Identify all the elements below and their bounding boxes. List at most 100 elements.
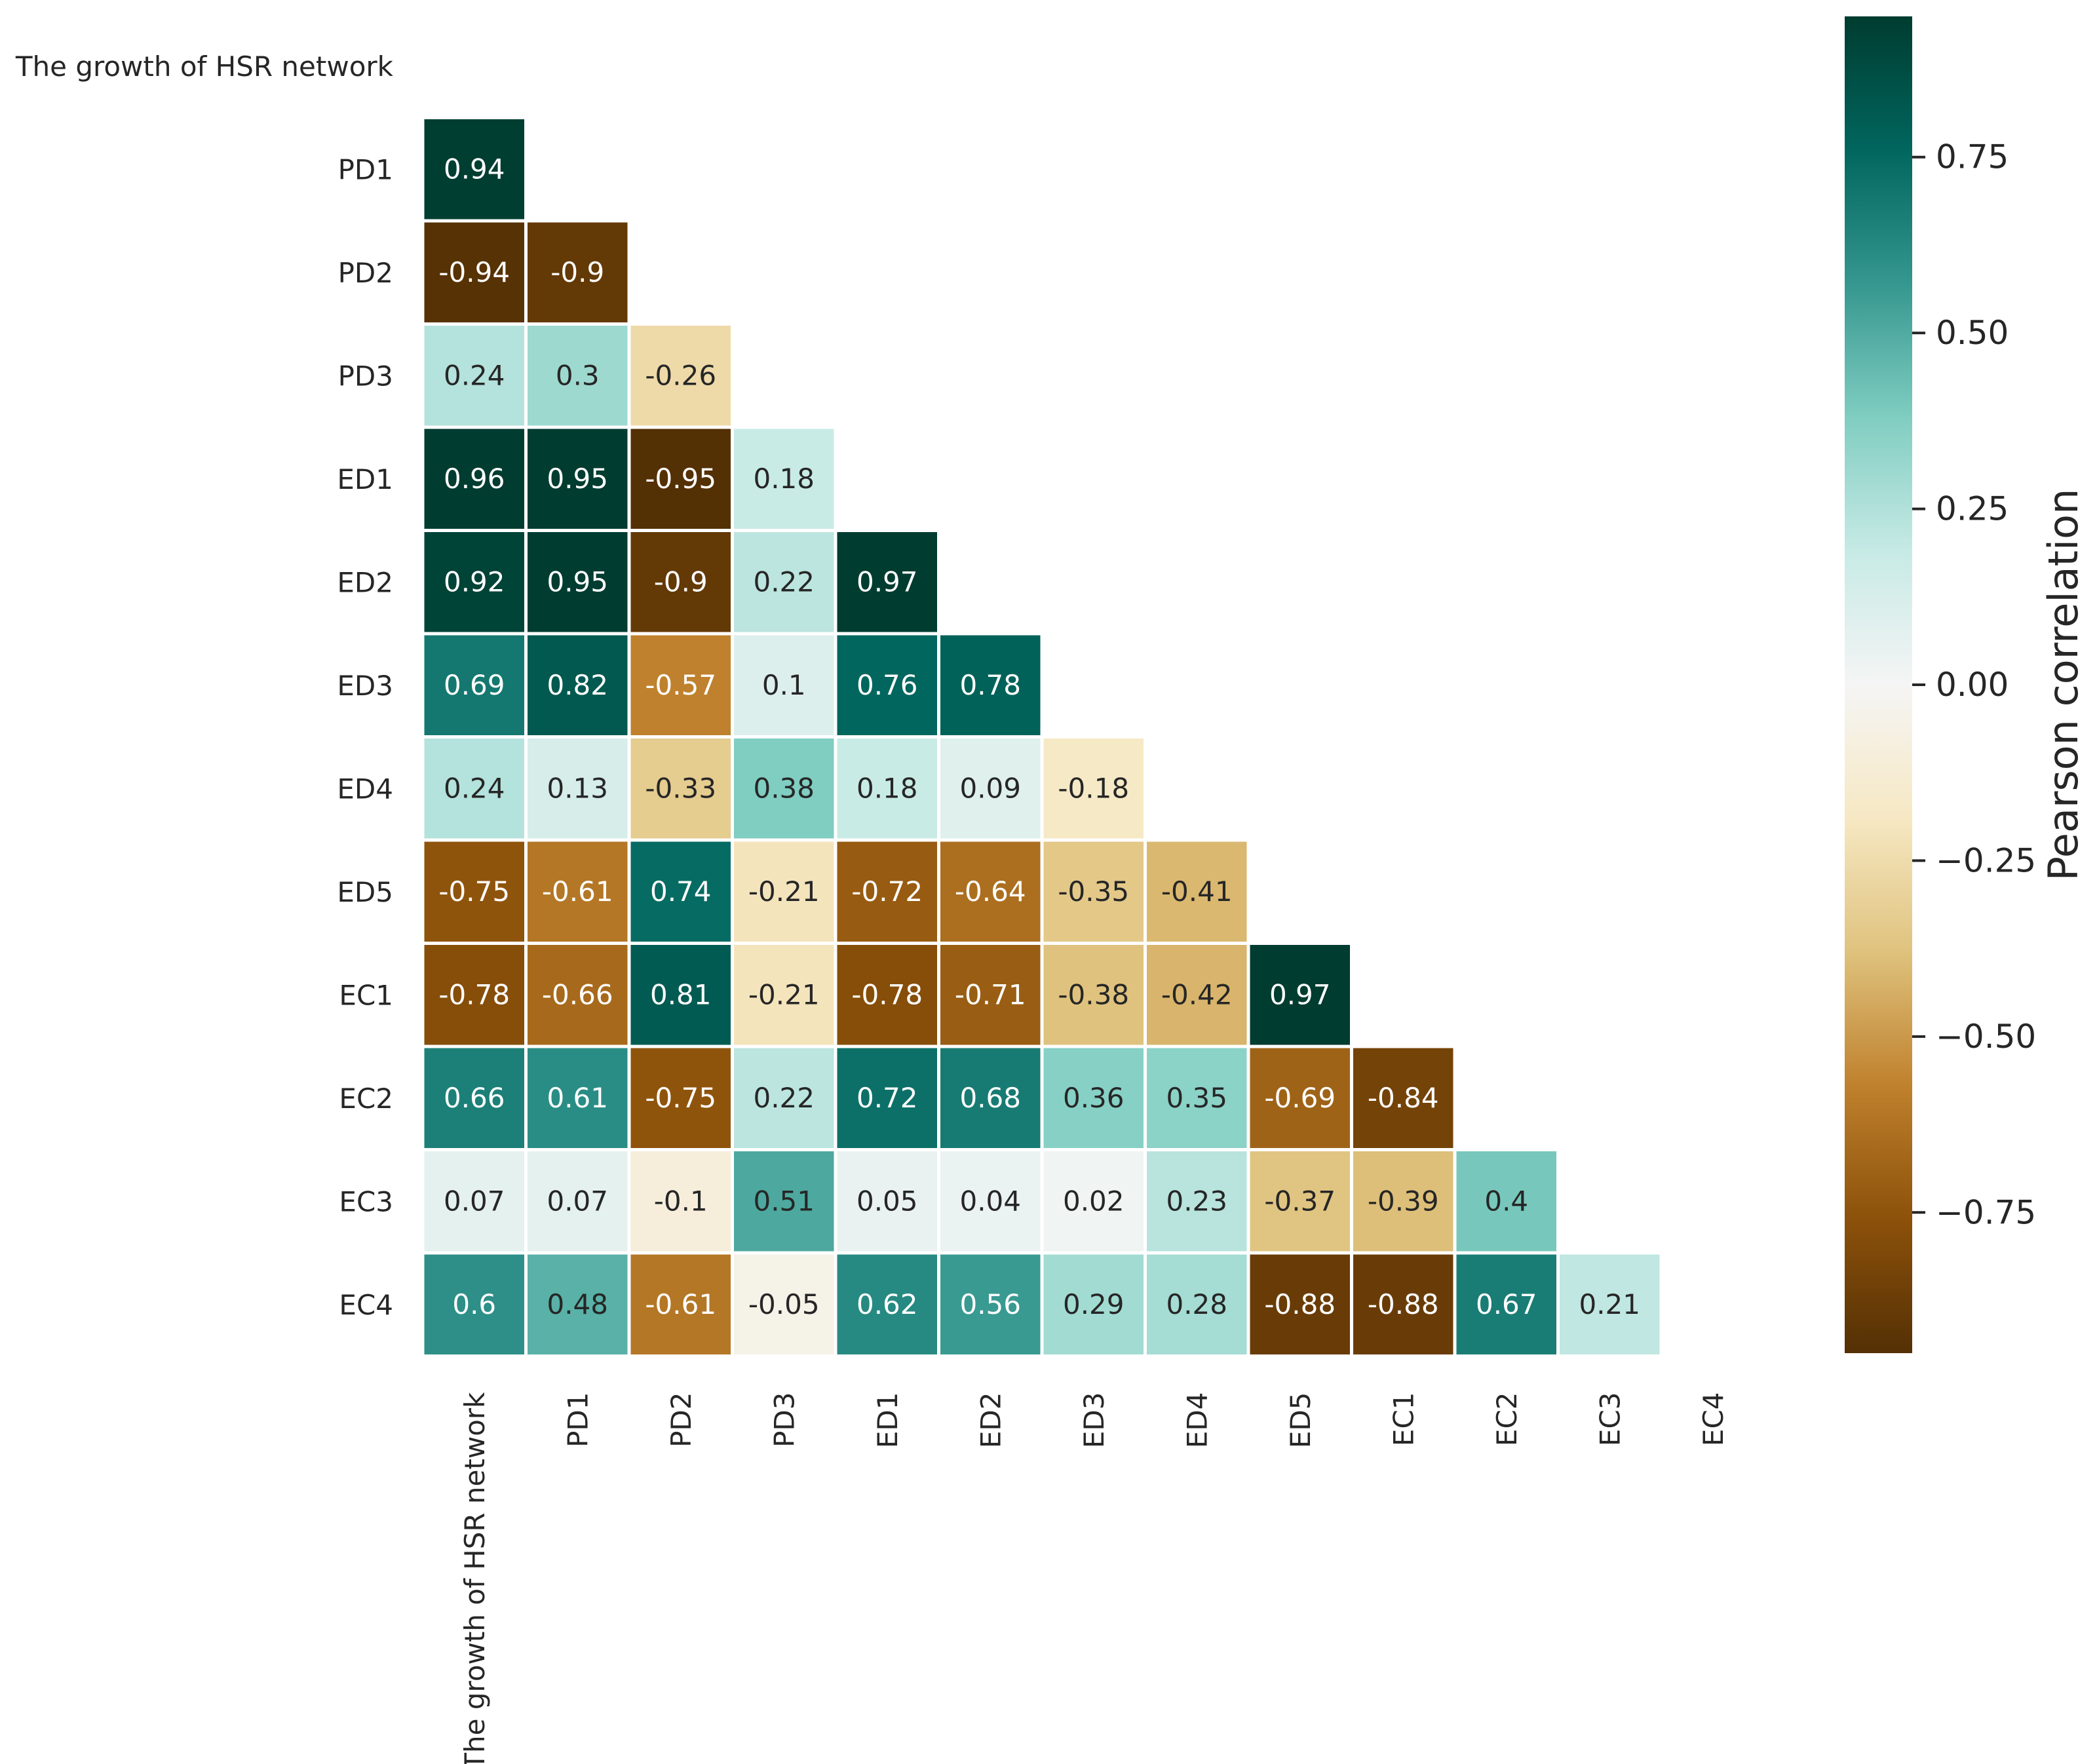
cell-value-label: 0.18 [753, 463, 815, 495]
heatmap-cell [630, 841, 731, 942]
cell-value-label: -0.38 [1058, 978, 1129, 1010]
heatmap-cell [940, 945, 1041, 1045]
heatmap-cell [528, 429, 628, 529]
heatmap-cell [940, 635, 1041, 735]
heatmap-cell [837, 1254, 937, 1354]
colorbar-tick-label: −0.25 [1936, 841, 2036, 879]
cell-value-label: 0.76 [856, 669, 918, 701]
cell-value-label: 0.6 [452, 1288, 496, 1320]
heatmap-cell [1147, 1048, 1247, 1148]
cell-value-label: -0.9 [550, 256, 604, 288]
cell-value-label: -0.21 [748, 978, 820, 1010]
cell-value-label: -0.88 [1368, 1288, 1439, 1320]
cell-value-label: 0.94 [444, 153, 505, 185]
heatmap-cell [1456, 1151, 1556, 1252]
heatmap-cell [734, 1151, 834, 1252]
cell-value-label: 0.56 [959, 1288, 1021, 1320]
heatmap-cell [1043, 738, 1144, 839]
heatmap-cell [734, 532, 834, 632]
cell-value-label: 0.18 [856, 772, 918, 804]
heatmap-cell [837, 635, 937, 735]
cell-value-label: -0.39 [1368, 1185, 1439, 1217]
cell-value-label: 0.35 [1166, 1082, 1227, 1114]
cell-value-label: -0.18 [1058, 772, 1129, 804]
cell-value-label: 0.29 [1063, 1288, 1125, 1320]
x-tick-label: ED3 [1078, 1392, 1110, 1449]
heatmap-cell [1043, 945, 1144, 1045]
colorbar: 0.75 0.50 0.25 0.00 −0.25 −0.50 −0.75 [1845, 16, 2036, 1353]
cell-value-label: 0.82 [547, 669, 608, 701]
heatmap-cell [424, 1254, 524, 1354]
cell-value-label: -0.94 [438, 256, 510, 288]
colorbar-label: Pearson correlation [2039, 489, 2087, 881]
cell-value-label: -0.78 [851, 978, 923, 1010]
cell-value-label: -0.61 [645, 1288, 716, 1320]
cell-value-label: 0.22 [753, 566, 815, 598]
cell-value-label: 0.1 [762, 669, 806, 701]
cell-value-label: -0.42 [1161, 978, 1233, 1010]
heatmap-cell [1043, 1151, 1144, 1252]
y-tick-label: EC1 [339, 979, 393, 1011]
cell-value-label: -0.78 [438, 978, 510, 1010]
cell-value-label: 0.36 [1063, 1082, 1125, 1114]
cell-value-label: 0.66 [444, 1082, 505, 1114]
cell-value-label: 0.09 [959, 772, 1021, 804]
cell-value-label: -0.84 [1368, 1082, 1439, 1114]
cell-value-label: 0.05 [856, 1185, 918, 1217]
colorbar-tick-label: −0.50 [1936, 1018, 2036, 1056]
heatmap-cell [1147, 1254, 1247, 1354]
heatmap-cell [1456, 1254, 1556, 1354]
cell-value-label: -0.71 [955, 978, 1026, 1010]
heatmap-cell [424, 1048, 524, 1148]
cell-value-label: -0.75 [645, 1082, 716, 1114]
cell-value-label: -0.37 [1264, 1185, 1336, 1217]
heatmap-cell [1250, 1048, 1350, 1148]
heatmap-cell [528, 841, 628, 942]
y-tick-label: PD1 [338, 153, 393, 185]
cell-value-label: -0.41 [1161, 875, 1233, 908]
heatmap-cell [734, 738, 834, 839]
x-tick-label: PD2 [665, 1392, 697, 1448]
cell-value-label: 0.78 [959, 669, 1021, 701]
cell-value-label: 0.22 [753, 1082, 815, 1114]
cell-value-label: 0.62 [856, 1288, 918, 1320]
heatmap-cell [528, 1048, 628, 1148]
heatmap-cell [837, 841, 937, 942]
heatmap-cell [940, 841, 1041, 942]
cell-value-label: 0.69 [444, 669, 505, 701]
y-tick-label: The growth of HSR network [15, 50, 394, 83]
cell-value-label: 0.24 [444, 772, 505, 804]
y-tick-label: ED4 [337, 773, 393, 805]
cell-value-label: 0.02 [1063, 1185, 1125, 1217]
heatmap-cell [424, 738, 524, 839]
cell-value-label: 0.07 [444, 1185, 505, 1217]
heatmap-cell [424, 222, 524, 322]
heatmap-cell [940, 1254, 1041, 1354]
heatmap-cell [528, 1254, 628, 1354]
heatmap-cell [528, 738, 628, 839]
y-axis-labels: The growth of HSR network PD1 PD2 PD3 ED1 ED2… [15, 50, 394, 1321]
y-tick-label: ED2 [337, 566, 393, 598]
cell-value-label: -0.75 [438, 875, 510, 908]
x-tick-label: ED4 [1181, 1392, 1213, 1449]
cell-value-label: 0.97 [1269, 978, 1331, 1010]
cell-value-label: 0.68 [959, 1082, 1021, 1114]
heatmap-cell [528, 945, 628, 1045]
y-tick-label: EC2 [339, 1083, 393, 1115]
cell-value-label: -0.33 [645, 772, 716, 804]
heatmap-cell [528, 1151, 628, 1252]
cell-value-label: 0.95 [547, 566, 608, 598]
cell-value-label: -0.9 [654, 566, 708, 598]
y-tick-label: PD2 [338, 257, 393, 289]
y-tick-label: EC3 [339, 1185, 393, 1218]
heatmap-cell [837, 1151, 937, 1252]
cell-value-label: 0.3 [556, 359, 600, 391]
cell-value-label: 0.97 [856, 566, 918, 598]
heatmap-cell [1043, 1254, 1144, 1354]
cell-value-label: 0.23 [1166, 1185, 1227, 1217]
heatmap-cell [734, 1254, 834, 1354]
cell-value-label: -0.05 [748, 1288, 820, 1320]
heatmap-cell [528, 222, 628, 322]
heatmap-cell [1353, 1151, 1453, 1252]
y-tick-label: PD3 [338, 360, 393, 392]
